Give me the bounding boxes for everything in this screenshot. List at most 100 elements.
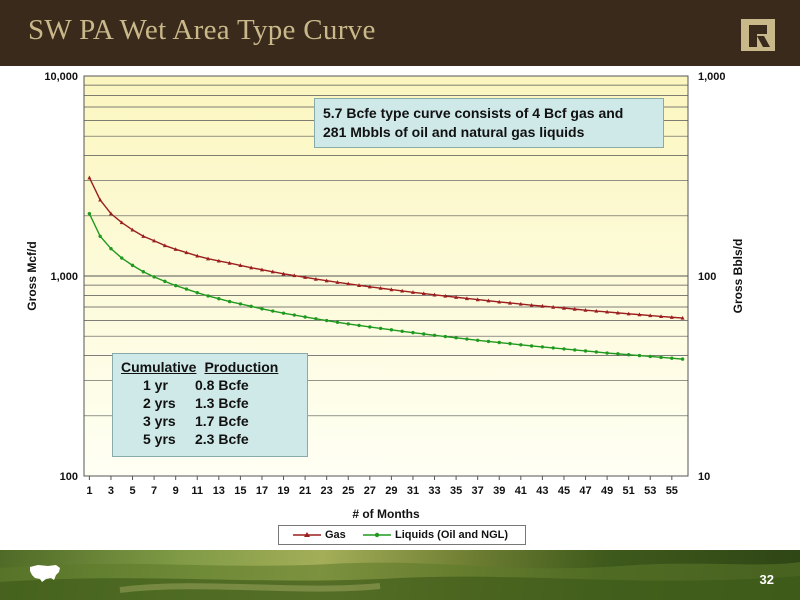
gas-data-point <box>303 275 308 279</box>
slide-footer: 32 <box>0 550 800 600</box>
liquids-data-point <box>141 270 146 274</box>
x-tick-label: 47 <box>579 485 591 497</box>
liquids-data-point <box>497 340 501 345</box>
x-tick-label: 43 <box>536 485 548 497</box>
gas-data-point <box>540 303 545 308</box>
liquids-data-point <box>626 353 631 357</box>
cumulative-heading-left: Cumulative <box>121 359 197 375</box>
liquids-data-point <box>670 356 674 360</box>
liquids-data-point <box>163 279 167 284</box>
legend-liquids-label: Liquids (Oil and NGL) <box>395 529 509 541</box>
x-tick-label: 19 <box>277 485 289 497</box>
x-tick-label: 49 <box>601 485 613 497</box>
cumulative-value: 1.7 Bcfe <box>195 413 249 429</box>
cumulative-production-box: Cumulative Production 1 yr 0.8 Bcfe 2 yr… <box>112 353 308 457</box>
type-curve-annotation: 5.7 Bcfe type curve consists of 4 Bcf ga… <box>314 98 664 148</box>
gas-data-point <box>669 315 674 319</box>
cumulative-value: 0.8 Bcfe <box>195 377 249 393</box>
annotation-line-2: 281 Mbbls of oil and natural gas liquids <box>323 124 585 140</box>
slide-title: SW PA Wet Area Type Curve <box>28 14 376 46</box>
x-tick-label: 41 <box>515 485 527 497</box>
gas-data-point <box>227 260 232 265</box>
y-left-axis-label: Gross Mcf/d <box>25 241 39 310</box>
gas-data-point <box>594 308 599 313</box>
liquids-data-point <box>422 332 426 336</box>
liquids-data-point <box>335 320 340 324</box>
gas-data-point <box>432 292 437 297</box>
gas-data-point <box>529 302 534 307</box>
landscape-photo-icon <box>0 562 800 600</box>
cumulative-row: 1 yr 0.8 Bcfe <box>121 376 299 394</box>
gas-data-point <box>421 291 426 296</box>
cumulative-period: 5 yrs <box>143 431 176 447</box>
gas-data-point <box>583 307 588 312</box>
x-tick-label: 5 <box>129 485 135 497</box>
y-right-axis-label: Gross Bbls/d <box>731 239 745 314</box>
us-map-icon <box>30 565 60 582</box>
x-tick-label: 33 <box>428 485 440 497</box>
x-tick-label: 9 <box>173 485 179 497</box>
x-tick-label: 25 <box>342 485 354 497</box>
cumulative-heading-right: Production <box>204 359 279 375</box>
x-tick-label: 51 <box>623 485 635 497</box>
liquids-data-point <box>249 304 253 309</box>
x-tick-label: 17 <box>256 485 268 497</box>
gas-data-point <box>497 299 502 304</box>
liquids-data-point <box>357 323 361 328</box>
gas-data-point <box>518 301 523 306</box>
liquids-data-point <box>173 283 178 288</box>
liquids-data-point <box>314 317 318 321</box>
liquids-data-point <box>227 299 232 304</box>
cumulative-row: 5 yrs 2.3 Bcfe <box>121 430 299 448</box>
company-logo-icon <box>741 19 775 51</box>
legend-item-gas: Gas <box>293 529 346 541</box>
liquids-data-point <box>411 330 415 335</box>
liquids-data-point <box>583 349 588 353</box>
liquids-data-point <box>130 263 135 268</box>
x-tick-label: 45 <box>558 485 570 497</box>
gas-data-point <box>162 243 167 248</box>
x-tick-label: 53 <box>644 485 656 497</box>
x-tick-label: 29 <box>385 485 397 497</box>
gas-data-point <box>270 269 275 274</box>
gas-data-point <box>313 276 318 281</box>
liquids-data-point <box>540 345 545 349</box>
liquids-data-point <box>616 352 620 356</box>
liquids-data-point <box>475 338 480 342</box>
gas-data-point <box>389 287 394 292</box>
gas-data-point <box>367 284 372 289</box>
liquids-data-point <box>120 256 124 260</box>
x-tick-label: 13 <box>213 485 225 497</box>
liquids-data-point <box>152 275 156 279</box>
gas-data-point <box>259 267 264 272</box>
gas-data-point <box>130 227 135 232</box>
cumulative-row: 3 yrs 1.7 Bcfe <box>121 412 299 430</box>
gas-data-point <box>98 197 103 202</box>
x-tick-label: 37 <box>472 485 484 497</box>
gas-data-point <box>87 175 92 180</box>
liquids-data-point <box>680 357 685 361</box>
gas-data-point <box>238 263 243 267</box>
liquids-data-point <box>378 326 383 331</box>
liquids-data-point <box>659 355 663 360</box>
x-tick-label: 21 <box>299 485 311 497</box>
gas-data-point <box>195 253 200 258</box>
gas-data-point <box>626 311 631 316</box>
plot-frame <box>83 75 689 477</box>
liquids-data-point <box>292 313 297 317</box>
gas-data-point <box>561 305 566 310</box>
liquids-data-point <box>443 334 448 339</box>
gas-data-point <box>378 285 383 290</box>
gas-data-point <box>464 296 469 301</box>
gas-data-point <box>108 211 113 216</box>
cumulative-period: 1 yr <box>143 377 168 393</box>
liquids-data-point <box>648 354 652 359</box>
liquids-data-point <box>303 315 307 319</box>
gas-data-point <box>357 283 362 287</box>
liquids-data-point <box>368 325 372 329</box>
liquids-data-point <box>184 287 189 291</box>
gas-data-point <box>400 288 405 293</box>
x-tick-label: 31 <box>407 485 419 497</box>
x-tick-label: 15 <box>234 485 246 497</box>
legend-gas-swatch-icon <box>293 532 321 537</box>
